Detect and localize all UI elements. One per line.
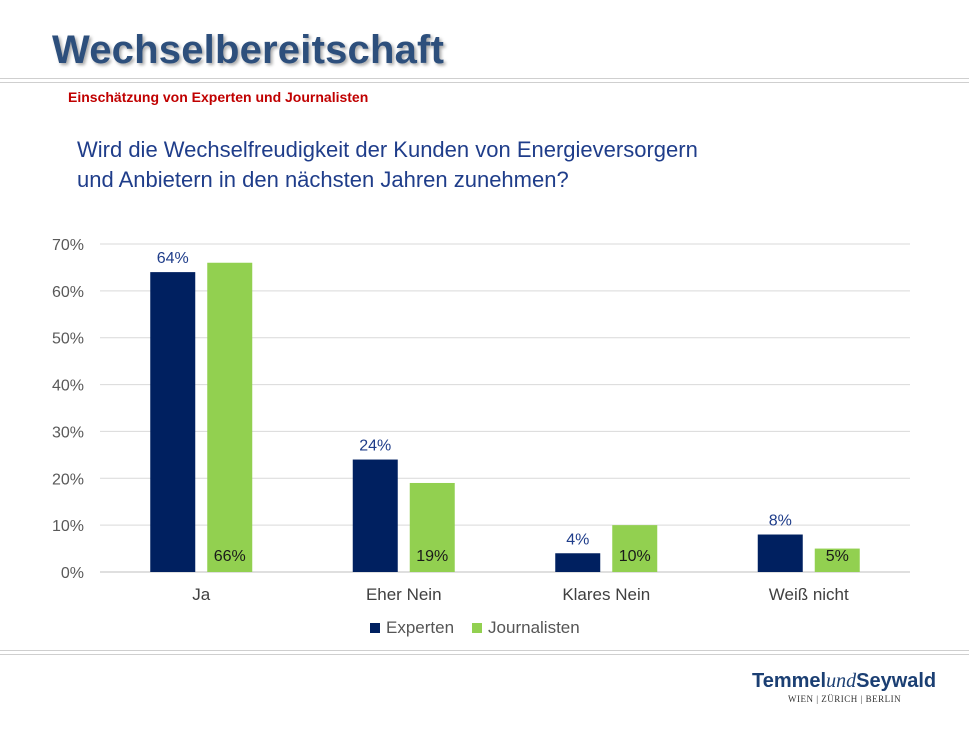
- bar-journalisten: [409, 482, 455, 572]
- x-tick-label: Klares Nein: [562, 585, 650, 604]
- chart-legend: Experten Journalisten: [370, 618, 598, 638]
- bar-journalisten: [612, 525, 658, 572]
- question-line-1: Wird die Wechselfreudigkeit der Kunden v…: [77, 137, 698, 162]
- data-label-experten: 8%: [769, 513, 792, 530]
- bar-journalisten: [814, 548, 860, 572]
- slide-subtitle: Einschätzung von Experten und Journalist…: [68, 89, 369, 105]
- bar-experten: [757, 534, 803, 572]
- legend-label-experten: Experten: [386, 618, 455, 637]
- logo-wordmark: TemmelundSeywald: [752, 670, 952, 693]
- data-label-journalisten: 66%: [214, 548, 246, 565]
- x-tick-label: Weiß nicht: [769, 585, 849, 604]
- logo-text-seywald: Seywald: [856, 670, 937, 692]
- bar-experten: [352, 459, 398, 572]
- header-divider: [0, 78, 969, 87]
- bar-journalisten: [207, 262, 253, 572]
- slide-title: Wechselbereitschaft: [52, 28, 445, 72]
- legend-item-journalisten: Journalisten: [472, 618, 580, 638]
- y-tick-label: 20%: [52, 471, 84, 488]
- data-label-journalisten: 5%: [826, 548, 849, 565]
- data-label-journalisten: 10%: [619, 548, 651, 565]
- footer-divider: [0, 650, 969, 659]
- y-tick-label: 30%: [52, 424, 84, 441]
- data-label-experten: 24%: [359, 438, 391, 455]
- company-logo: TemmelundSeywald WIEN | ZÜRICH | BERLIN: [752, 670, 952, 704]
- data-label-journalisten: 19%: [416, 548, 448, 565]
- legend-label-journalisten: Journalisten: [488, 618, 580, 637]
- data-label-experten: 64%: [157, 250, 189, 267]
- y-tick-label: 70%: [52, 237, 84, 254]
- y-tick-label: 60%: [52, 284, 84, 301]
- y-tick-label: 50%: [52, 331, 84, 348]
- y-tick-label: 10%: [52, 518, 84, 535]
- bar-experten: [555, 553, 601, 572]
- y-tick-label: 40%: [52, 378, 84, 395]
- x-tick-label: Ja: [192, 585, 211, 604]
- logo-cities: WIEN | ZÜRICH | BERLIN: [788, 694, 902, 704]
- y-tick-label: 0%: [61, 565, 84, 582]
- survey-question: Wird die Wechselfreudigkeit der Kunden v…: [77, 135, 837, 195]
- legend-swatch-journalisten: [472, 623, 483, 633]
- bar-experten: [150, 272, 196, 572]
- legend-swatch-experten: [370, 623, 380, 633]
- logo-text-und: und: [826, 670, 857, 692]
- question-line-2: und Anbietern in den nächsten Jahren zun…: [77, 167, 569, 192]
- legend-item-experten: Experten: [370, 618, 454, 638]
- x-tick-label: Eher Nein: [366, 585, 442, 604]
- logo-text-temmel: Temmel: [752, 670, 827, 692]
- data-label-experten: 4%: [566, 531, 589, 548]
